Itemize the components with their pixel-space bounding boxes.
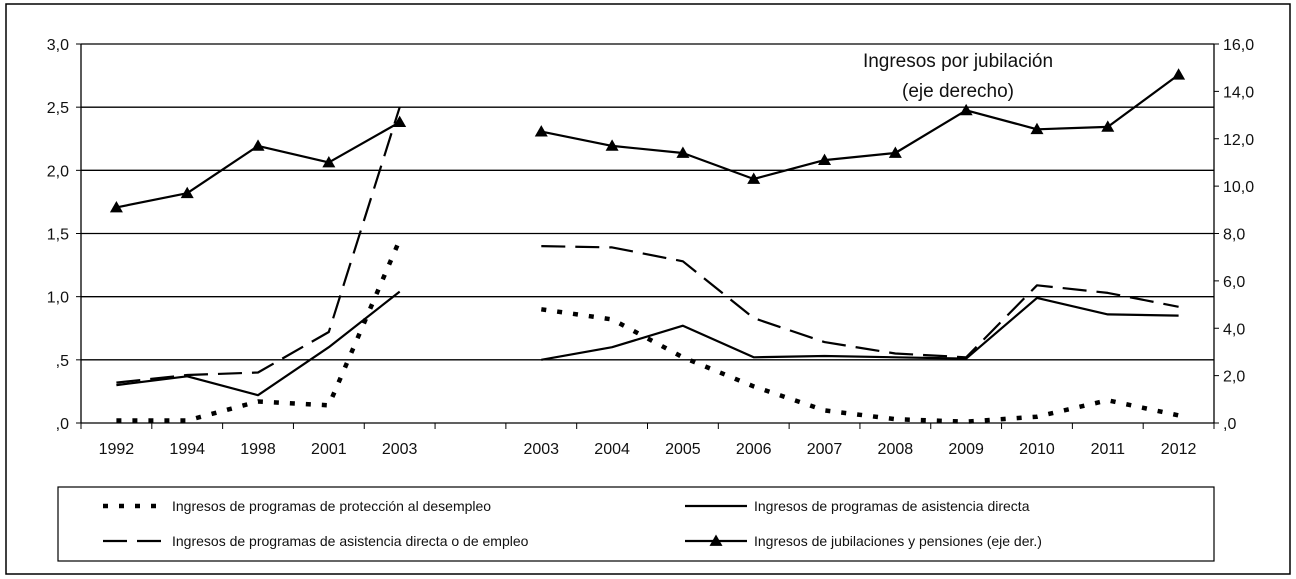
series-marker-4 <box>534 125 548 137</box>
x-tick-label: 2012 <box>1161 441 1197 458</box>
x-tick-label: 2010 <box>1019 441 1055 458</box>
left-tick-label: ,5 <box>56 353 69 370</box>
category-axis-ticks: 1992 1994 1998 2001 2003 2003 2004 2005 2006 2007… <box>80 423 1215 458</box>
left-tick-label: 1,0 <box>47 290 69 307</box>
series-marker-4 <box>818 153 832 165</box>
right-tick-label: 6,0 <box>1223 274 1245 291</box>
series-marker-4 <box>109 200 123 213</box>
series-marker-4 <box>1101 120 1115 132</box>
series-marker-4 <box>959 103 973 116</box>
x-tick-label: 2003 <box>523 441 559 458</box>
x-tick-label: 2011 <box>1091 441 1126 458</box>
series-marker-4 <box>605 139 619 151</box>
series-line-1 <box>116 238 402 423</box>
series-marker-4 <box>676 146 690 158</box>
series-marker-4 <box>251 139 265 151</box>
right-tick-label: 2,0 <box>1223 369 1245 386</box>
outer-frame <box>5 3 1291 575</box>
x-tick-label: 2005 <box>665 441 701 458</box>
series-marker-4 <box>322 155 336 168</box>
x-tick-label: 2001 <box>311 441 347 458</box>
series-line-3 <box>541 245 1179 359</box>
legend-box <box>57 486 1215 562</box>
series-line-1 <box>540 307 1180 424</box>
x-tick-label: 1994 <box>169 441 205 458</box>
series-marker-4 <box>1030 122 1044 135</box>
legend-label-2: Ingresos de programas de asistencia dire… <box>754 498 1030 514</box>
legend-label-3: Ingresos de programas de asistencia dire… <box>172 533 529 549</box>
legend: Ingresos de programas de protección al d… <box>103 498 1042 549</box>
gridlines <box>80 43 1215 424</box>
left-tick-label: 1,5 <box>47 227 69 244</box>
right-tick-label: 10,0 <box>1223 179 1254 196</box>
x-tick-label: 2006 <box>736 441 772 458</box>
annotation-line-2: (eje derecho) <box>902 81 1014 102</box>
x-tick-label: 2004 <box>594 441 630 458</box>
left-tick-label: 3,0 <box>47 37 69 54</box>
right-tick-label: 16,0 <box>1223 37 1254 54</box>
series-marker-4 <box>747 172 761 184</box>
x-tick-label: 1998 <box>240 441 276 458</box>
series-lines <box>109 68 1186 424</box>
right-tick-label: 4,0 <box>1223 321 1245 338</box>
series-line-3 <box>116 106 401 384</box>
series-marker-4 <box>888 146 902 158</box>
left-tick-label: ,0 <box>56 416 69 433</box>
left-axis-ticks: ,0 ,5 1,0 1,5 2,0 2,5 3,0 <box>47 37 81 433</box>
series-line-4 <box>116 121 401 209</box>
left-tick-label: 2,0 <box>47 163 69 180</box>
legend-label-1: Ingresos de programas de protección al d… <box>172 498 491 514</box>
series-line-4 <box>541 73 1180 181</box>
series-marker-4 <box>1172 68 1186 80</box>
series-marker-4 <box>180 186 194 199</box>
x-tick-label: 2007 <box>807 441 843 458</box>
right-tick-label: 14,0 <box>1223 84 1254 101</box>
series-line-2 <box>541 296 1179 361</box>
annotation-line-1: Ingresos por jubilación <box>863 51 1053 72</box>
legend-label-4: Ingresos de jubilaciones y pensiones (ej… <box>754 533 1042 549</box>
x-tick-label: 2009 <box>948 441 984 458</box>
right-axis-ticks: ,0 2,0 4,0 6,0 8,0 10,0 12,0 14,0 16,0 <box>1214 37 1254 433</box>
right-tick-label: ,0 <box>1223 416 1236 433</box>
series-line-2 <box>116 290 401 397</box>
legend-marker <box>709 534 723 546</box>
x-tick-label: 2003 <box>382 441 418 458</box>
x-tick-label: 1992 <box>99 441 135 458</box>
left-tick-label: 2,5 <box>47 100 69 117</box>
x-tick-label: 2008 <box>878 441 914 458</box>
series-marker-4 <box>393 115 407 128</box>
right-tick-label: 12,0 <box>1223 132 1254 149</box>
right-tick-label: 8,0 <box>1223 227 1245 244</box>
